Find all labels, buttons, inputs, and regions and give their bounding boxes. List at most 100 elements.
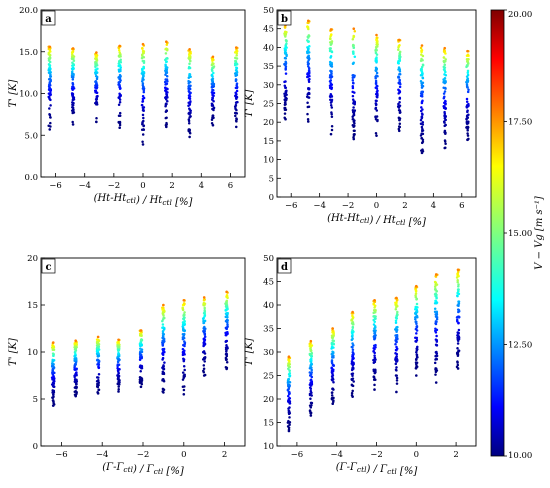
data-point: [165, 57, 168, 60]
data-point: [395, 305, 398, 309]
data-point: [96, 67, 99, 70]
data-point: [415, 351, 418, 354]
data-point-min: [415, 374, 418, 377]
data-point: [330, 111, 333, 114]
x-tick-label: 0: [181, 450, 186, 460]
data-point: [284, 101, 287, 104]
data-point: [187, 53, 191, 56]
data-point: [467, 88, 470, 92]
data-point: [164, 96, 167, 99]
point-column: [201, 296, 207, 377]
data-point: [165, 49, 169, 52]
data-point: [395, 301, 398, 305]
data-point: [330, 398, 334, 401]
data-point: [443, 112, 447, 116]
data-point: [330, 33, 333, 37]
data-point: [74, 358, 78, 361]
data-point: [398, 79, 401, 82]
data-point: [286, 399, 290, 403]
data-point: [164, 89, 167, 92]
data-point: [97, 373, 101, 376]
data-point: [398, 73, 401, 76]
data-point: [331, 378, 335, 381]
data-point: [165, 121, 168, 125]
data-point: [71, 103, 74, 106]
point-column: [50, 341, 56, 407]
data-point: [331, 387, 335, 391]
data-point-max: [165, 40, 168, 44]
data-point: [189, 59, 192, 63]
data-point: [141, 68, 144, 72]
data-point: [420, 100, 424, 104]
data-point: [288, 402, 291, 405]
data-point: [420, 65, 424, 69]
colorbar-tick-label: 12.50: [508, 341, 532, 351]
colorbar-tick-label: 15.00: [508, 229, 532, 239]
data-point: [310, 362, 314, 366]
data-point: [181, 306, 184, 309]
data-point: [163, 316, 166, 320]
data-point: [95, 85, 99, 89]
data-point: [456, 339, 460, 342]
y-tick-label: 10.0: [19, 90, 38, 100]
data-point: [97, 359, 101, 363]
data-point: [419, 118, 423, 122]
data-point: [94, 97, 98, 101]
data-point: [398, 44, 401, 47]
data-point-min: [74, 394, 77, 398]
data-point: [162, 314, 165, 317]
data-point: [457, 349, 460, 352]
data-point: [235, 83, 238, 87]
data-point-max: [71, 47, 75, 50]
data-point: [119, 79, 122, 82]
data-point: [308, 44, 311, 48]
data-point: [48, 86, 51, 90]
data-point: [397, 48, 400, 52]
data-point: [95, 379, 99, 383]
data-point: [162, 368, 165, 371]
data-point: [142, 124, 145, 128]
data-point: [51, 360, 54, 363]
data-point: [308, 344, 312, 348]
data-point: [394, 362, 398, 366]
data-point: [443, 63, 447, 66]
data-point: [202, 298, 206, 302]
data-point: [331, 356, 334, 359]
colorbar-gradient: [490, 9, 505, 457]
x-tick-label: 6: [228, 181, 233, 191]
data-point-min: [466, 138, 469, 142]
data-point: [330, 336, 334, 339]
data-point: [456, 346, 459, 350]
data-point: [330, 40, 334, 43]
data-point: [224, 348, 228, 351]
data-point: [287, 386, 291, 389]
data-point: [395, 352, 399, 356]
x-tick-label: 6: [459, 201, 464, 211]
data-point: [309, 342, 312, 345]
data-point: [138, 365, 142, 369]
data-point-max: [139, 329, 143, 332]
data-point: [235, 101, 238, 104]
data-point: [395, 317, 399, 320]
point-column: [351, 27, 357, 141]
data-point-max: [415, 284, 418, 288]
data-point: [164, 52, 168, 55]
data-point: [456, 280, 459, 284]
data-point: [352, 113, 355, 117]
data-point: [165, 68, 168, 71]
data-point-max: [211, 55, 215, 59]
data-point: [201, 317, 205, 321]
data-point: [117, 54, 121, 58]
y-tick-label: 0: [33, 442, 38, 452]
data-point: [396, 61, 400, 64]
data-point: [444, 58, 447, 61]
data-point: [118, 94, 121, 98]
data-point: [96, 355, 100, 358]
data-point-max: [443, 46, 447, 50]
data-point-min: [329, 132, 333, 136]
data-point: [394, 343, 397, 346]
x-tick-label: −4: [330, 450, 343, 460]
data-point: [394, 348, 398, 352]
data-point: [374, 102, 378, 105]
data-point: [95, 349, 99, 353]
